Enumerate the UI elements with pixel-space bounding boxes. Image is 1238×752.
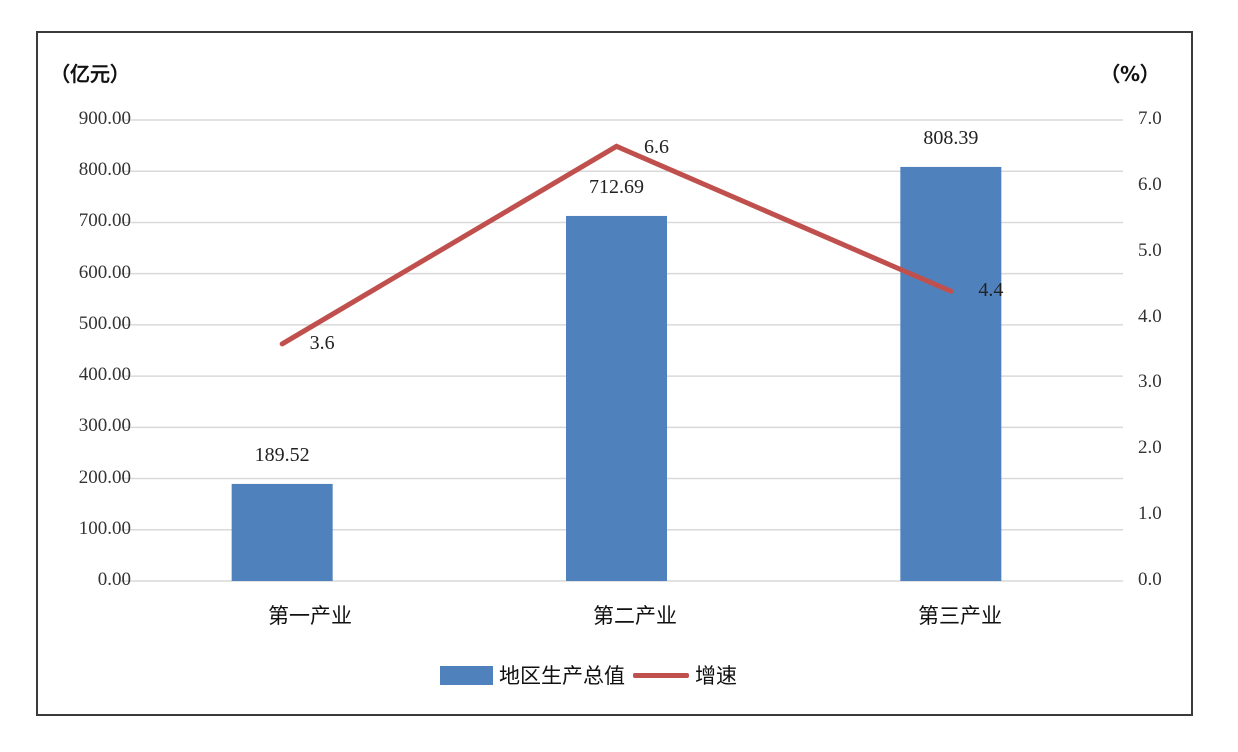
- left-tick-label: 800.00: [78, 159, 131, 181]
- bar-value-label: 712.69: [589, 175, 644, 198]
- category-label: 第一产业: [268, 604, 352, 628]
- left-tick-label: 500.00: [78, 312, 131, 334]
- right-tick-label: 7.0: [1138, 108, 1162, 129]
- right-tick-label: 2.0: [1138, 437, 1162, 459]
- right-tick-label: 3.0: [1138, 371, 1162, 393]
- right-tick-label: 0.0: [1138, 569, 1162, 590]
- legend-line-label: 增速: [695, 664, 737, 688]
- bar-value-label: 189.52: [254, 443, 310, 466]
- left-tick-label: 700.00: [78, 210, 131, 232]
- line-value-label: 3.6: [309, 331, 335, 354]
- left-tick-label: 600.00: [78, 261, 131, 283]
- left-tick-label: 900.00: [78, 108, 131, 129]
- chart-frame: [36, 31, 1193, 716]
- right-tick-label: 1.0: [1138, 503, 1162, 525]
- right-tick-label: 5.0: [1138, 239, 1162, 261]
- left-tick-label: 0.00: [97, 569, 131, 590]
- line-value-label: 6.6: [644, 136, 669, 159]
- left-tick-label: 100.00: [78, 517, 131, 539]
- right-tick-label: 4.0: [1138, 305, 1162, 327]
- right-axis-unit: （%）: [1100, 62, 1161, 86]
- left-tick-label: 400.00: [78, 364, 131, 386]
- legend-bar-label: 地区生产总值: [499, 664, 625, 688]
- left-tick-label: 300.00: [78, 415, 131, 437]
- legend: 地区生产总值 增速: [440, 660, 737, 690]
- category-label: 第三产业: [918, 604, 1002, 628]
- right-tick-label: 6.0: [1138, 173, 1162, 195]
- left-axis-unit: （亿元）: [50, 62, 130, 86]
- bar: [231, 483, 333, 581]
- legend-bar-swatch: [440, 665, 493, 685]
- left-tick-label: 200.00: [78, 466, 131, 488]
- line-value-label: 4.4: [978, 279, 1004, 302]
- growth-line: [279, 143, 954, 347]
- legend-line-swatch: [633, 672, 689, 678]
- bar: [900, 166, 1002, 581]
- bar: [566, 215, 667, 582]
- category-label: 第二产业: [593, 604, 677, 628]
- bar-value-label: 808.39: [923, 126, 979, 149]
